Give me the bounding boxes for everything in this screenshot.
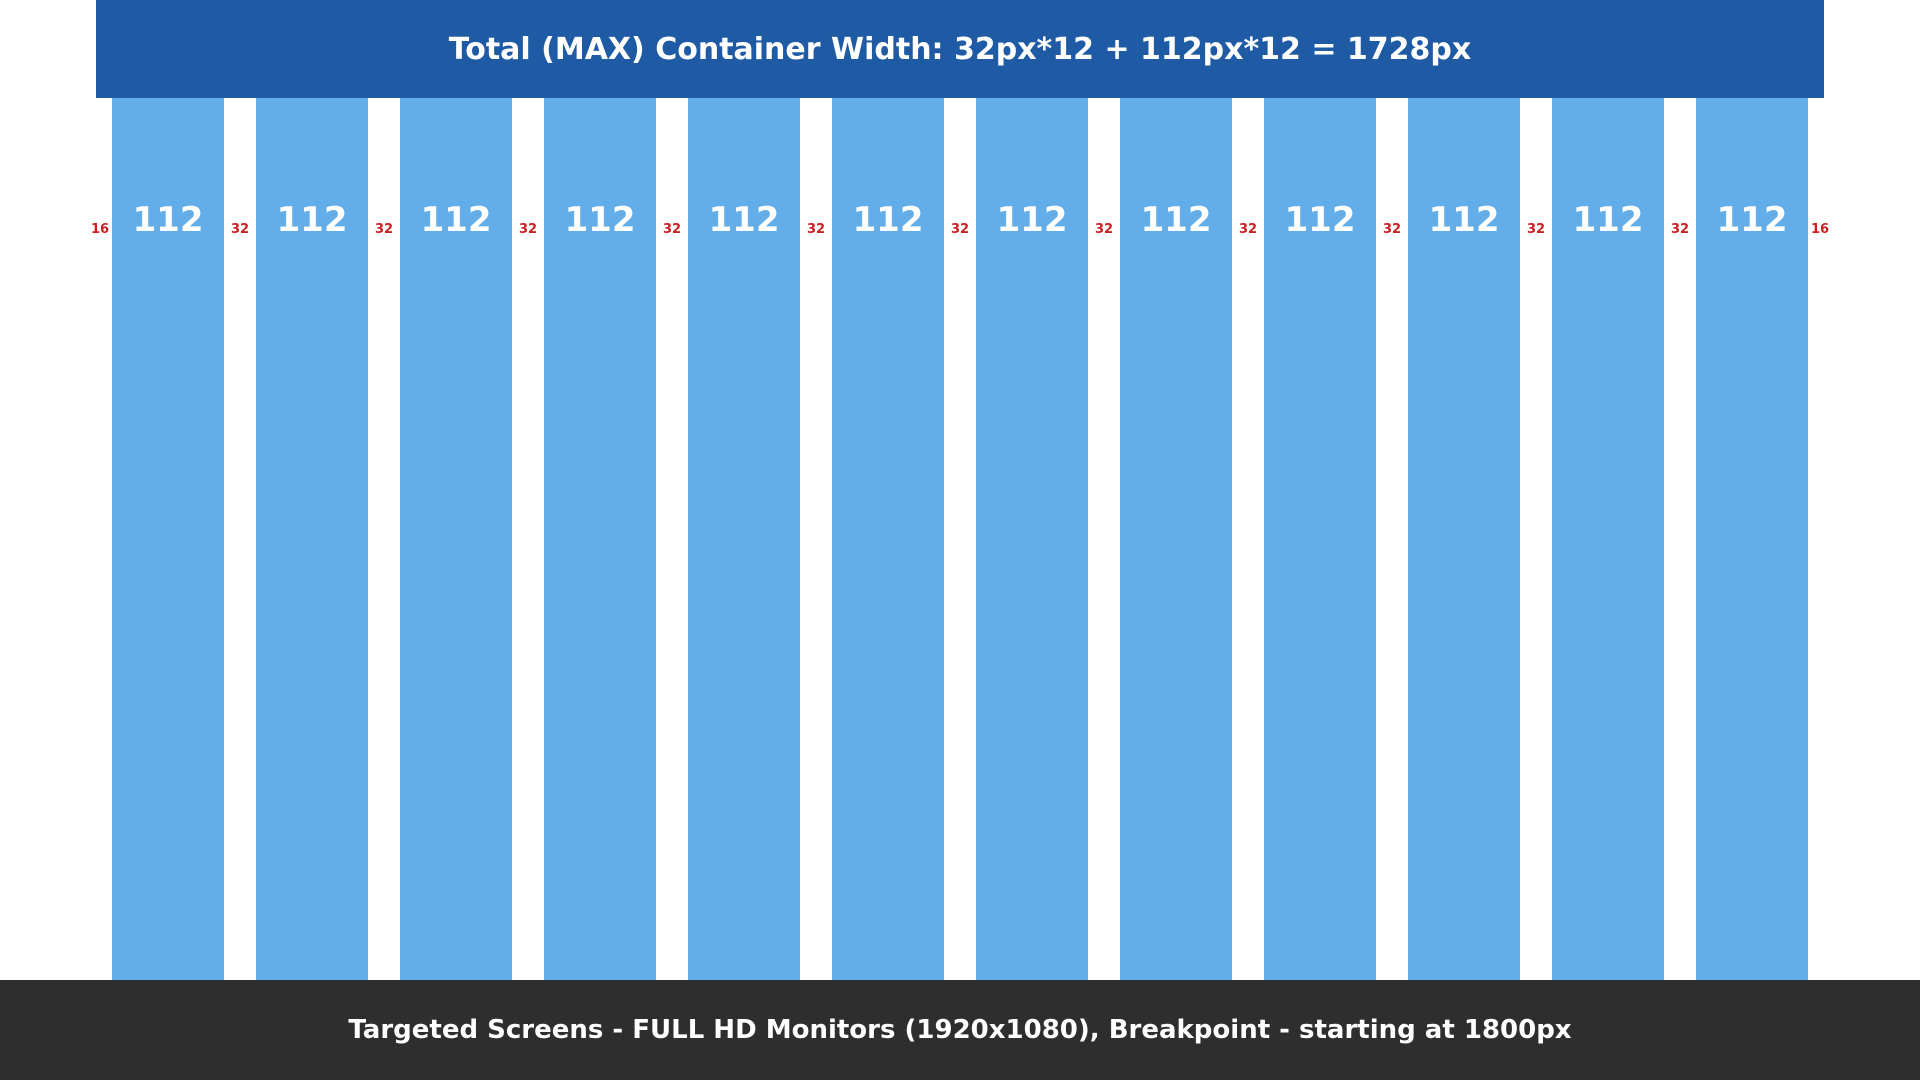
column-width-label: 112	[564, 200, 636, 240]
grid-column: 112	[544, 98, 656, 980]
grid-column: 112	[400, 98, 512, 980]
grid-column: 112	[1696, 98, 1808, 980]
target-screens-footer: Targeted Screens - FULL HD Monitors (192…	[0, 980, 1920, 1080]
gutter-gap-label: 32	[230, 222, 250, 237]
gutter-gap-label: 32	[950, 222, 970, 237]
gutter-gap-label: 32	[1238, 222, 1258, 237]
column-width-label: 112	[852, 200, 924, 240]
column-width-label: 112	[1716, 200, 1788, 240]
column-width-label: 112	[1284, 200, 1356, 240]
gutter-gap-label: 32	[1382, 222, 1402, 237]
grid-column: 112	[1120, 98, 1232, 980]
column-width-label: 112	[1428, 200, 1500, 240]
grid-column: 112	[1552, 98, 1664, 980]
column-width-label: 112	[1572, 200, 1644, 240]
column-width-label: 112	[996, 200, 1068, 240]
columns-area: 112 16 112 32 112 32 112 32 112 32 112 32 112 32 112 32…	[90, 98, 1830, 980]
gutter-gap-label: 32	[518, 222, 538, 237]
gutter-gap-label: 32	[1670, 222, 1690, 237]
gutter-gap-label: 32	[662, 222, 682, 237]
grid-column: 112	[1408, 98, 1520, 980]
grid-column: 112	[112, 98, 224, 980]
grid-column: 112	[976, 98, 1088, 980]
edge-gap-label: 16	[90, 222, 110, 237]
grid-column: 112	[688, 98, 800, 980]
column-width-label: 112	[276, 200, 348, 240]
column-width-label: 112	[1140, 200, 1212, 240]
gutter-gap-label: 32	[374, 222, 394, 237]
gutter-gap-label: 32	[1094, 222, 1114, 237]
grid-column: 112	[256, 98, 368, 980]
grid-column: 112	[1264, 98, 1376, 980]
container-width-title: Total (MAX) Container Width: 32px*12 + 1…	[448, 31, 1472, 67]
grid-column: 112	[832, 98, 944, 980]
column-width-label: 112	[132, 200, 204, 240]
container-width-banner: Total (MAX) Container Width: 32px*12 + 1…	[96, 0, 1824, 98]
gutter-gap-label: 32	[806, 222, 826, 237]
column-width-label: 112	[708, 200, 780, 240]
target-screens-text: Targeted Screens - FULL HD Monitors (192…	[348, 1015, 1572, 1045]
column-width-label: 112	[420, 200, 492, 240]
gutter-gap-label: 32	[1526, 222, 1546, 237]
edge-gap-label: 16	[1810, 222, 1830, 237]
